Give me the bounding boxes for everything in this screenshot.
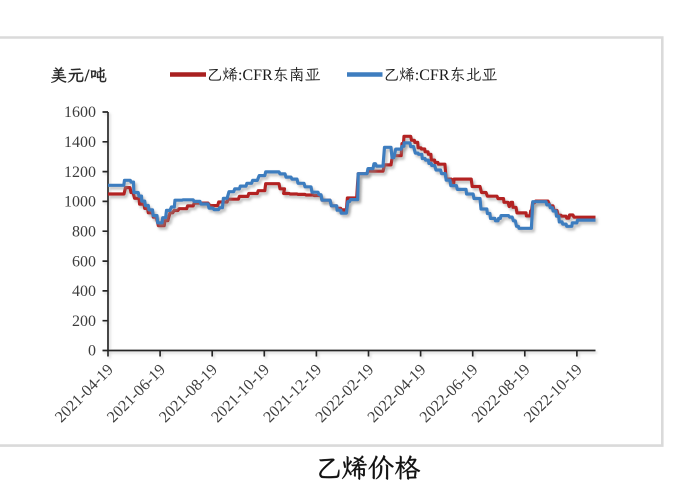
svg-text:1200: 1200 bbox=[64, 164, 96, 181]
svg-text:800: 800 bbox=[72, 223, 96, 240]
svg-text:400: 400 bbox=[72, 283, 96, 300]
svg-text:1400: 1400 bbox=[64, 134, 96, 151]
svg-text:600: 600 bbox=[72, 253, 96, 270]
svg-text:1600: 1600 bbox=[64, 104, 96, 121]
svg-text:0: 0 bbox=[88, 343, 96, 360]
svg-text:1000: 1000 bbox=[64, 194, 96, 211]
svg-text:200: 200 bbox=[72, 313, 96, 330]
